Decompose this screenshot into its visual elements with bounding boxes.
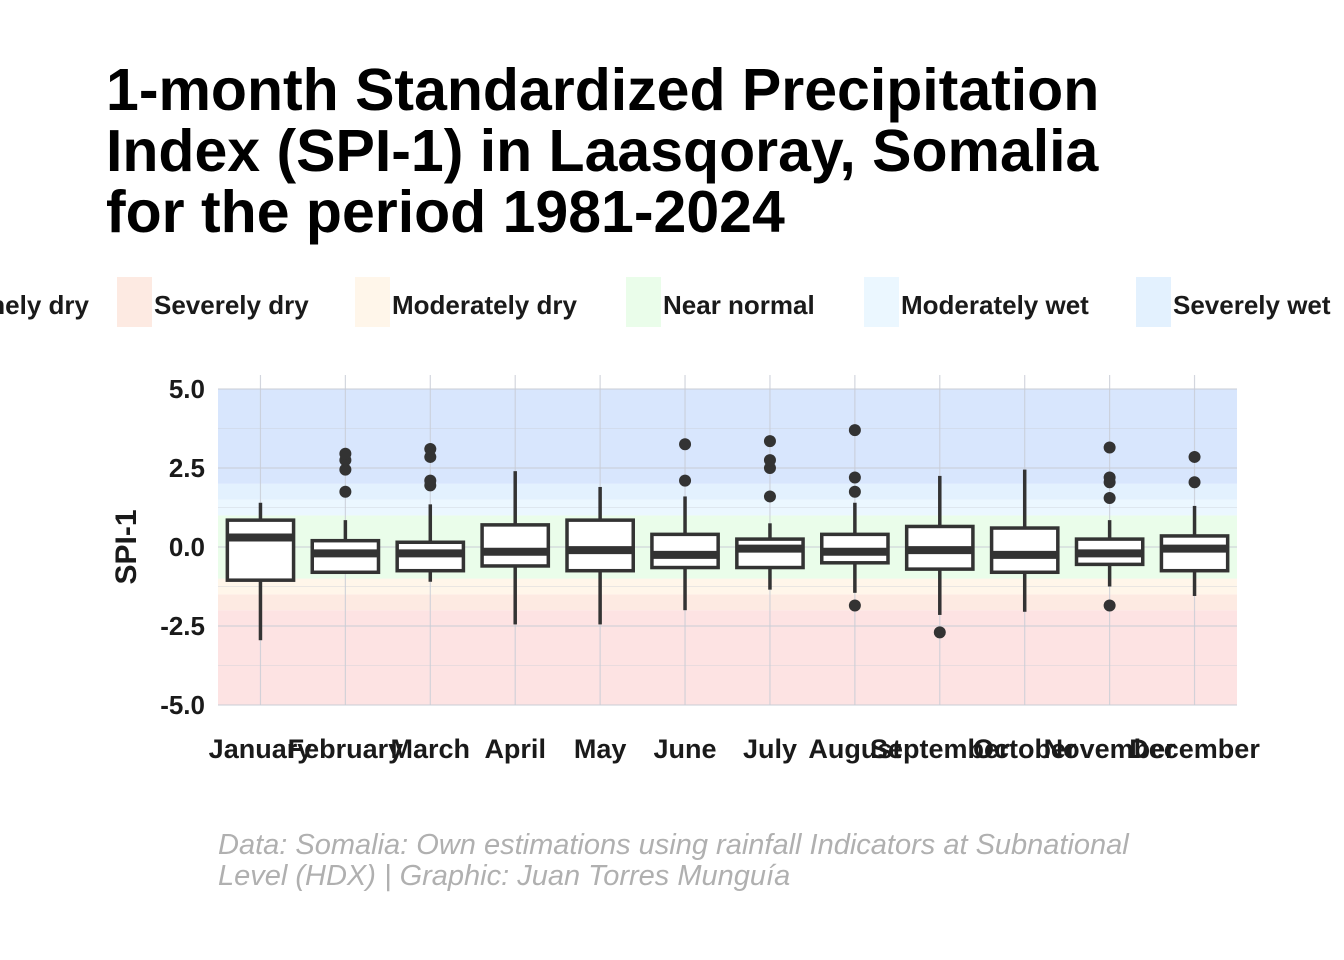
outlier-point [424,474,437,487]
box-december [1159,534,1230,573]
caption: Data: Somalia: Own estimations using rai… [218,830,1318,892]
outlier-point [1103,599,1116,612]
spi-band [218,594,1237,611]
outlier-point [679,438,692,451]
outlier-point [848,485,861,498]
outlier-point [1188,476,1201,489]
y-axis-title: SPI-1 [110,509,143,584]
y-tick-label: 0.0 [169,532,205,562]
box-october [989,526,1060,575]
caption-line-2: Level (HDX) | Graphic: Juan Torres Mungu… [218,860,791,892]
outlier-point [933,626,946,639]
x-tick-label: May [574,734,627,764]
outlier-point [848,599,861,612]
y-tick-label: -5.0 [160,690,205,720]
box-july [735,537,805,570]
legend-label: Extremely dry [0,290,89,320]
y-tick-label: 5.0 [169,374,205,404]
outlier-point [339,485,352,498]
x-tick-label: January [209,734,313,764]
chart-title-line-2: Index (SPI-1) in Laasqoray, Somalia [106,118,1099,184]
chart-title: 1-month Standardized Precipitation Index… [106,60,1306,243]
outlier-point [763,454,776,467]
outlier-point [763,435,776,448]
outlier-point [424,443,437,456]
outlier-point [679,474,692,487]
spi-band [218,610,1237,705]
legend-label: Severely dry [154,290,309,320]
box-january [225,518,296,582]
outlier-point [763,490,776,503]
chart-title-line-3: for the period 1981-2024 [106,179,785,245]
x-tick-label: November [1044,734,1177,764]
boxplot-chart: 5.0 2.5 0.0 -2.5 -5.0 SPI-1 JanuaryFebruaryMar… [110,374,1260,764]
outlier-point [1103,441,1116,454]
outlier-point [339,447,352,460]
legend: Extremely dry Severely dry Moderately dry N… [0,277,1344,329]
spi-band [218,483,1237,500]
caption-line-1: Data: Somalia: Own estimations using rai… [218,829,1129,861]
legend-key [355,277,390,327]
x-tick-label: April [484,734,546,764]
x-tick-label: June [654,734,717,764]
outlier-point [1103,492,1116,505]
box-may [565,518,635,573]
y-tick-label: 2.5 [169,453,205,483]
x-tick-label: February [288,734,404,764]
legend-key [864,277,899,327]
x-tick-label: July [743,734,797,764]
y-tick-label: -2.5 [160,611,205,641]
x-tick-label: December [1129,734,1260,764]
outlier-point [1103,471,1116,484]
spi-band [218,389,1237,484]
outlier-point [848,471,861,484]
x-tick-label: October [973,734,1077,764]
outlier-point [1188,450,1201,463]
x-tick-label: September [870,734,1010,764]
x-tick-label: August [808,734,901,764]
x-tick-label: March [391,734,471,764]
legend-key [1136,277,1171,327]
legend-label: Severely wet [1173,290,1331,320]
legend-label: Moderately dry [392,290,577,320]
legend-key [626,277,661,327]
chart-title-line-1: 1-month Standardized Precipitation [106,57,1100,123]
legend-label: Moderately wet [901,290,1089,320]
legend-label: Near normal [663,290,815,320]
box-april [480,523,551,568]
outlier-point [339,463,352,476]
legend-key [117,277,152,327]
outlier-point [848,424,861,437]
